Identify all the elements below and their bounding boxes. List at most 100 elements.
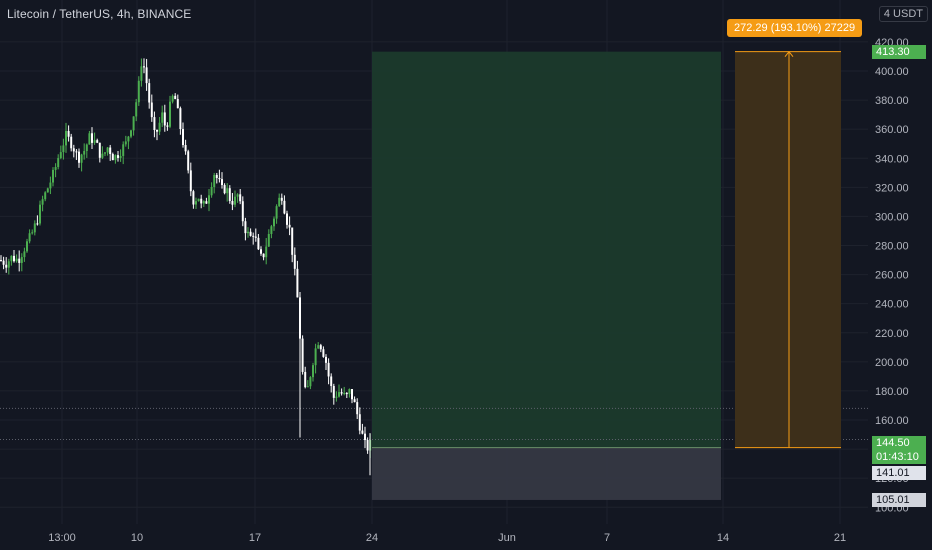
candle-body xyxy=(187,151,190,171)
candle-body xyxy=(59,152,62,159)
time-axis-tick: 14 xyxy=(717,532,729,544)
price-range-label: 272.29 (193.10%) 27229 xyxy=(727,18,863,37)
candle-body xyxy=(366,440,369,451)
candle-body xyxy=(356,402,359,415)
entry-price-tag[interactable]: 141.01 xyxy=(872,465,926,480)
candle-body xyxy=(127,136,130,142)
candle-body xyxy=(208,195,210,204)
target-price-tag[interactable]: 413.30 xyxy=(872,44,926,59)
candle-body xyxy=(72,148,75,152)
candle-body xyxy=(143,66,145,68)
candle-body xyxy=(327,362,330,377)
price-axis-tick: 400.00 xyxy=(875,66,909,78)
candle-body xyxy=(18,258,21,263)
candle-body xyxy=(252,235,255,237)
candle-body xyxy=(0,260,2,262)
price-range-box xyxy=(735,51,841,448)
price-axis-tick: 200.00 xyxy=(875,357,909,369)
candle-body xyxy=(111,154,114,161)
candle-body xyxy=(132,116,135,131)
candle-body xyxy=(236,194,239,197)
candle-body xyxy=(101,153,104,158)
candle-body xyxy=(70,136,73,149)
candle-body xyxy=(184,144,187,152)
candle-body xyxy=(241,201,244,222)
currency-unit: USDT xyxy=(893,8,923,20)
candle-body xyxy=(85,144,88,152)
chart-title: Litecoin / TetherUS, 4h, BINANCE xyxy=(7,7,192,21)
candle-body xyxy=(210,186,213,196)
candle-body xyxy=(200,198,203,204)
candle-body xyxy=(254,236,257,238)
candle-body xyxy=(57,158,60,168)
candle-body xyxy=(286,213,288,225)
candle-body xyxy=(335,396,338,398)
candle-body xyxy=(301,338,304,372)
candle-body xyxy=(96,140,99,143)
candle-body xyxy=(31,232,34,234)
price-axis-tick: 180.00 xyxy=(875,386,909,398)
candle-body xyxy=(262,253,265,258)
candle-body xyxy=(75,151,78,153)
candle-body xyxy=(296,268,299,298)
candle-body xyxy=(176,99,179,109)
candle-body xyxy=(23,251,26,258)
current-price-tag-value: 144.50 xyxy=(876,436,910,449)
candle-body xyxy=(80,154,83,163)
candle-body xyxy=(312,365,314,378)
currency-unit-label[interactable]: 4 USDT xyxy=(878,6,928,22)
candle-body xyxy=(33,223,36,233)
candle-body xyxy=(244,221,247,234)
candle-body xyxy=(54,167,57,170)
candle-body xyxy=(52,169,54,183)
stop-price-tag-value: 105.01 xyxy=(876,493,910,506)
candle-body xyxy=(218,177,221,180)
price-axis-tick: 380.00 xyxy=(875,95,909,107)
candle-body xyxy=(195,201,197,205)
candle-body xyxy=(39,204,41,224)
candle-body xyxy=(137,80,140,103)
candle-body xyxy=(124,141,127,145)
price-axis-tick: 160.00 xyxy=(875,415,909,427)
candle-body xyxy=(340,392,343,394)
candle-body xyxy=(304,371,307,388)
stop-price-tag[interactable]: 105.01 xyxy=(872,492,926,507)
candle-body xyxy=(174,95,177,100)
candle-body xyxy=(158,122,161,132)
price-axis-tick: 220.00 xyxy=(875,328,909,340)
candle-body xyxy=(46,188,49,193)
price-range-arrowhead xyxy=(784,50,794,57)
candle-body xyxy=(36,223,39,225)
candle-body xyxy=(166,125,169,127)
candle-body xyxy=(322,349,325,357)
candle-body xyxy=(351,389,353,400)
candle-body xyxy=(65,130,67,146)
candle-body xyxy=(228,188,231,201)
candle-body xyxy=(153,117,156,131)
candle-body xyxy=(215,174,218,178)
candle-body xyxy=(148,83,151,103)
stop-zone xyxy=(372,447,721,500)
price-axis-tick: 340.00 xyxy=(875,153,909,165)
candle-body xyxy=(267,233,270,247)
candle-body xyxy=(15,258,18,262)
candle-body xyxy=(171,95,174,102)
candle-body xyxy=(278,197,281,207)
candle-body xyxy=(150,102,153,118)
candle-body xyxy=(221,179,223,186)
countdown-timer: 01:43:10 xyxy=(876,450,919,463)
candle-body xyxy=(317,345,320,349)
current-price-tag[interactable]: 144.50 01:43:10 xyxy=(872,435,926,464)
candle-body xyxy=(28,233,31,242)
price-axis-tick: 260.00 xyxy=(875,270,909,282)
candle-body xyxy=(293,254,296,269)
candle-body xyxy=(257,237,260,250)
candle-body xyxy=(249,231,252,236)
candle-body xyxy=(345,392,348,395)
candle-body xyxy=(169,101,171,127)
candle-body xyxy=(161,112,164,123)
candle-body xyxy=(182,129,184,145)
candle-body xyxy=(213,174,216,187)
candle-body xyxy=(93,140,96,143)
